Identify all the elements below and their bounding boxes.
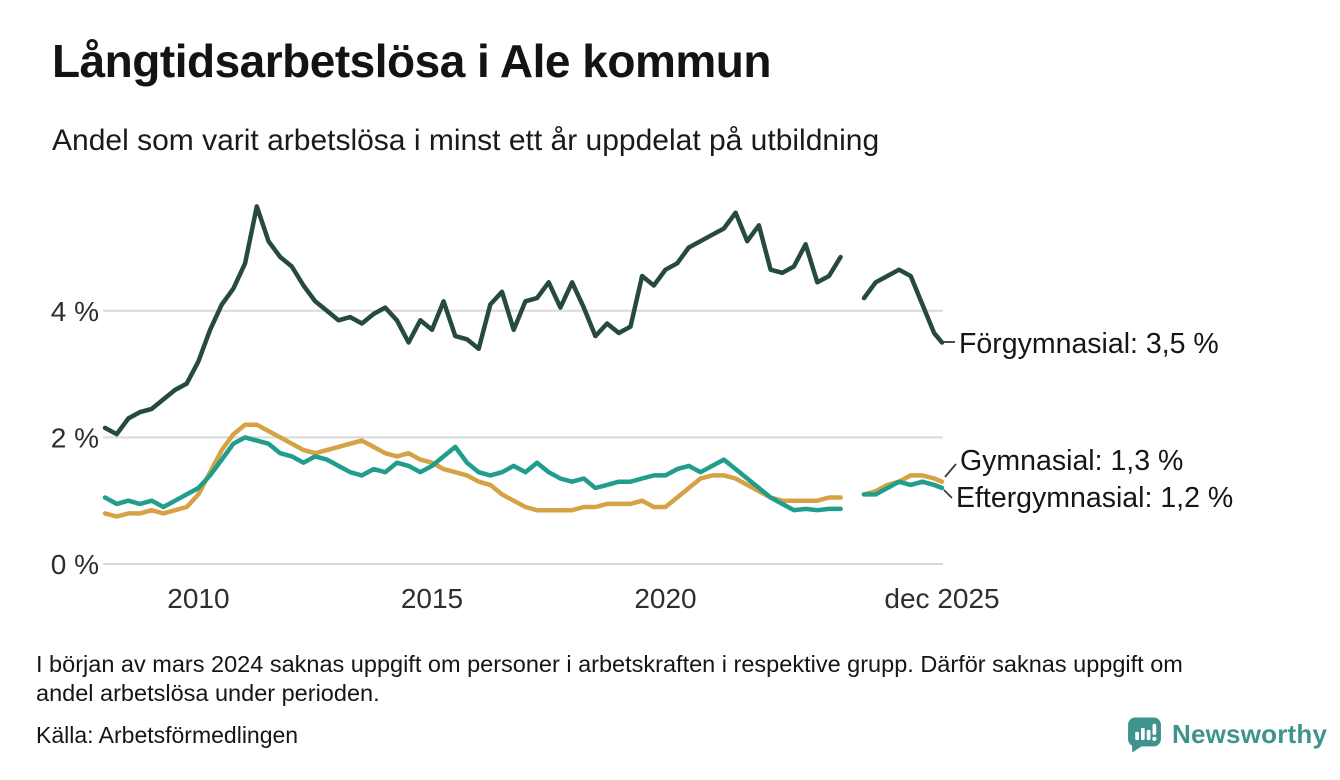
series-line-eftergymnasial [102, 435, 945, 513]
newsworthy-wordmark: Newsworthy [1172, 719, 1328, 749]
footnote-line-2: andel arbetslösa under perioden. [36, 680, 380, 706]
x-tick-label-2015: 2015 [401, 583, 463, 614]
leader-line-eftergymnasial [943, 489, 953, 499]
x-tick-label-dec-2025: dec 2025 [884, 583, 999, 614]
newsworthy-logo: Newsworthy [1126, 716, 1327, 753]
newsworthy-bubble-chart-icon [1128, 717, 1161, 753]
source-label: Källa: Arbetsförmedlingen [36, 722, 299, 748]
y-tick-label-0: 0 % [51, 549, 99, 580]
series-line-gymnasial [102, 422, 945, 519]
leader-line-gymnasial [944, 463, 957, 478]
y-tick-label-4: 4 % [51, 296, 99, 327]
chart-subtitle: Andel som varit arbetslösa i minst ett å… [52, 124, 880, 157]
x-tick-label-2010: 2010 [167, 583, 229, 614]
series-end-label-forgymnasial: Förgymnasial: 3,5 % [959, 328, 1219, 360]
series-end-label-gymnasial: Gymnasial: 1,3 % [960, 445, 1183, 477]
series-end-label-eftergymnasial: Eftergymnasial: 1,2 % [956, 482, 1233, 514]
footnote: I början av mars 2024 saknas uppgift om … [36, 650, 1316, 708]
footnote-line-1: I början av mars 2024 saknas uppgift om … [36, 651, 1183, 677]
series-line-forgymnasial [102, 204, 945, 437]
x-tick-label-2020: 2020 [634, 583, 696, 614]
page-title: Långtidsarbetslösa i Ale kommun [52, 35, 771, 87]
y-tick-label-2: 2 % [51, 422, 99, 453]
